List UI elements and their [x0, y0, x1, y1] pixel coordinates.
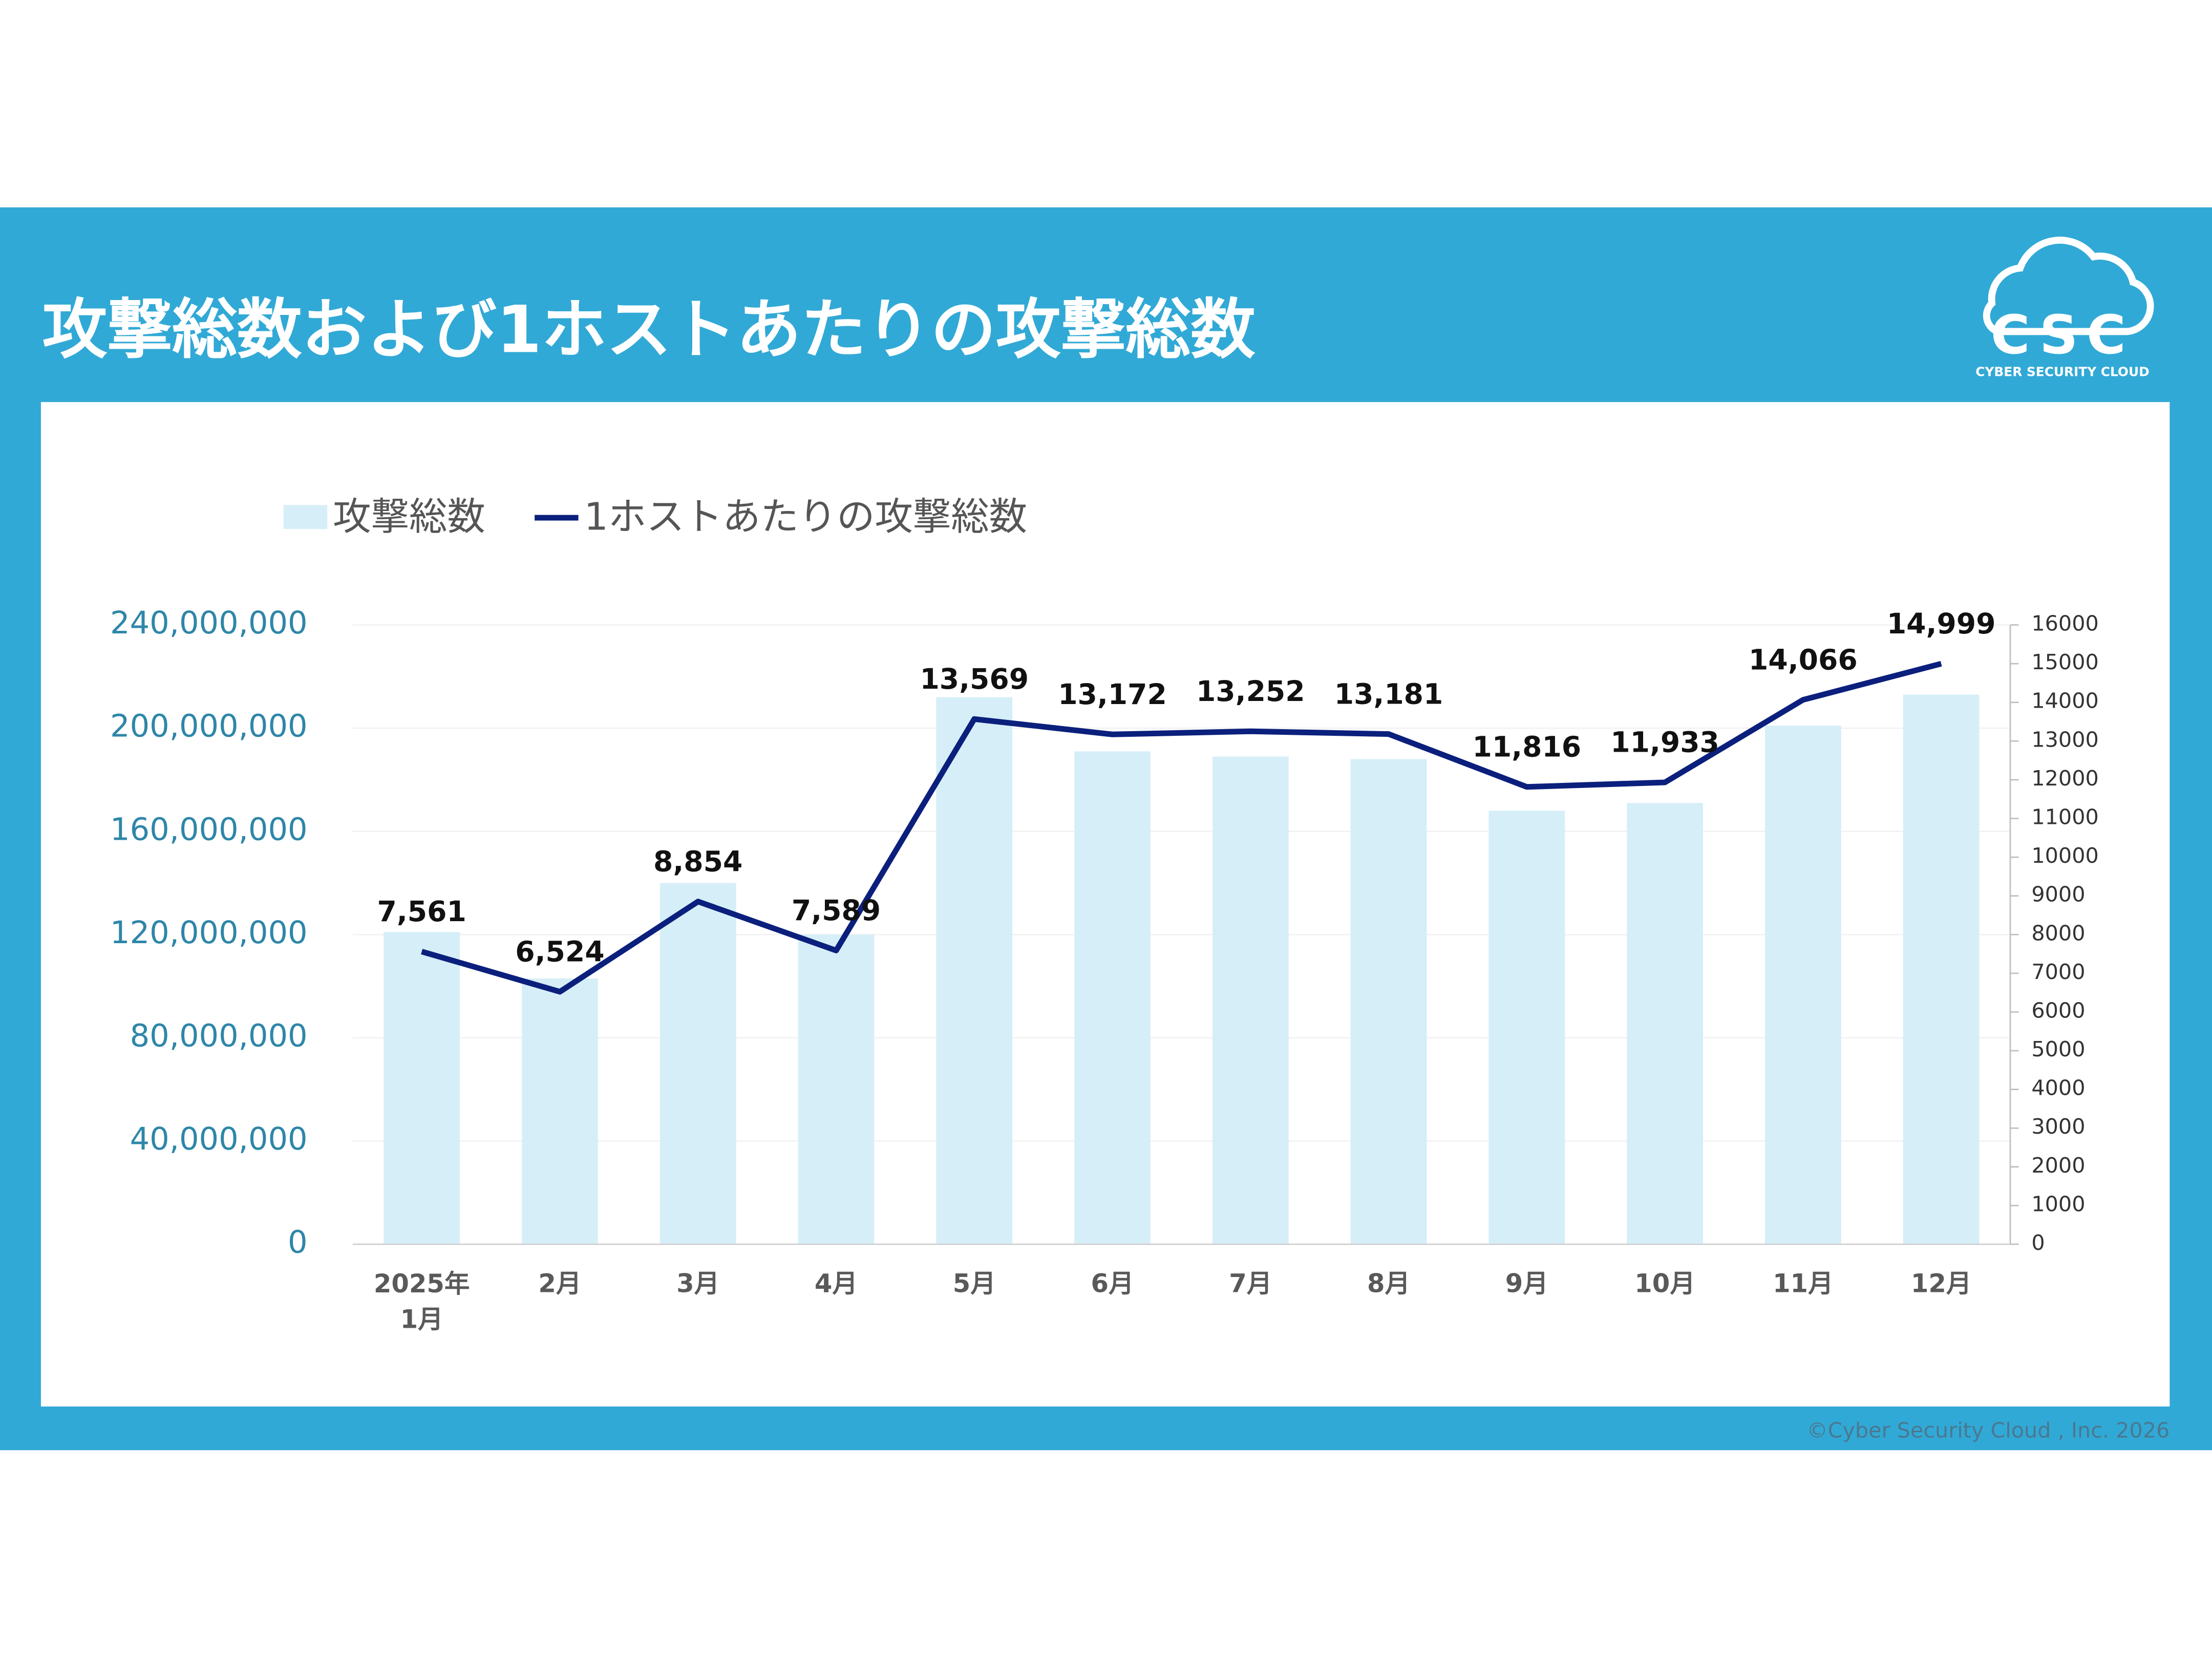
bar [660, 883, 736, 1244]
y2-tick-label: 0 [2031, 1230, 2045, 1255]
data-label: 14,066 [1749, 643, 1858, 676]
y-tick-label: 120,000,000 [110, 915, 308, 951]
data-label: 8,854 [653, 845, 742, 878]
logo-subtitle: CYBER SECURITY CLOUD [1975, 364, 2149, 379]
y-tick-label: 40,000,000 [130, 1121, 308, 1157]
y2-tick-label: 5000 [2031, 1037, 2085, 1061]
bar [936, 697, 1013, 1244]
data-label: 7,589 [792, 894, 881, 927]
y2-tick-label: 9000 [2031, 882, 2085, 907]
x-tick-label: 12月 [1911, 1268, 1972, 1298]
bar [1074, 751, 1151, 1244]
bar [384, 932, 460, 1244]
y2-tick-label: 6000 [2031, 998, 2085, 1023]
y2-tick-label: 4000 [2031, 1076, 2085, 1100]
bar [1627, 803, 1703, 1244]
bar [1350, 759, 1427, 1244]
y2-tick-label: 2000 [2031, 1153, 2085, 1178]
x-tick-label: 7月 [1229, 1268, 1272, 1298]
y2-tick-label: 12000 [2031, 766, 2098, 791]
x-tick-label: 6月 [1091, 1268, 1134, 1298]
x-tick-label: 8月 [1367, 1268, 1410, 1298]
data-label: 11,816 [1473, 731, 1582, 763]
y2-tick-label: 10000 [2031, 843, 2098, 868]
x-tick-label: 2025年 1月 [374, 1268, 470, 1333]
bar [1764, 726, 1841, 1244]
x-tick-label: 10月 [1634, 1268, 1695, 1298]
bar [1212, 756, 1289, 1244]
data-label: 6,524 [515, 935, 604, 968]
data-label: 13,181 [1334, 677, 1443, 710]
y2-tick-label: 3000 [2031, 1114, 2085, 1139]
y2-tick-label: 13000 [2031, 727, 2098, 752]
x-tick-label: 2月 [538, 1268, 581, 1298]
y-tick-label: 240,000,000 [110, 605, 308, 641]
bar [798, 934, 875, 1244]
logo-text: CSC [1991, 304, 2135, 366]
line [421, 661, 1942, 995]
y-tick-label: 200,000,000 [110, 709, 308, 745]
bar [1488, 811, 1565, 1244]
y2-tick-label: 11000 [2031, 804, 2098, 829]
y2-tick-label: 1000 [2031, 1192, 2085, 1216]
y2-tick-label: 14000 [2031, 689, 2098, 713]
legend-label: 攻撃総数 [333, 494, 485, 539]
data-label: 14,999 [1887, 607, 1996, 640]
y-tick-label: 0 [288, 1225, 308, 1261]
x-tick-label: 4月 [815, 1268, 858, 1298]
y2-tick-label: 16000 [2031, 611, 2098, 636]
y-tick-label: 80,000,000 [130, 1018, 308, 1054]
legend-label: 1ホストあたりの攻撃総数 [584, 494, 1027, 539]
slide-title: 攻撃総数および1ホストあたりの攻撃総数 [42, 292, 1256, 368]
x-tick-label: 3月 [676, 1268, 719, 1298]
x-tick-label: 9月 [1505, 1268, 1548, 1298]
y2-tick-label: 15000 [2031, 650, 2098, 674]
data-label: 13,569 [920, 663, 1029, 695]
x-tick-label: 11月 [1773, 1268, 1834, 1298]
chart: 0 40,000,000 80,000,000 120,000,000 160,000,… [110, 494, 2099, 1333]
y2-tick-label: 7000 [2031, 960, 2085, 984]
legend-swatch [283, 505, 328, 529]
data-label: 13,172 [1058, 678, 1167, 711]
data-label: 7,561 [377, 895, 466, 928]
y-tick-label: 160,000,000 [110, 812, 308, 847]
logo: CSC CYBER SECURITY CLOUD [1975, 237, 2154, 379]
y2-tick-label: 8000 [2031, 921, 2085, 945]
logo-cloud [1983, 237, 2154, 335]
data-label: 13,252 [1196, 675, 1305, 708]
x-tick-label: 5月 [953, 1268, 996, 1298]
data-label: 11,933 [1610, 726, 1719, 759]
bar [1903, 694, 1980, 1244]
bar [522, 978, 598, 1244]
footer: ©Cyber Security Cloud , Inc. 2026 [1806, 1418, 2170, 1442]
